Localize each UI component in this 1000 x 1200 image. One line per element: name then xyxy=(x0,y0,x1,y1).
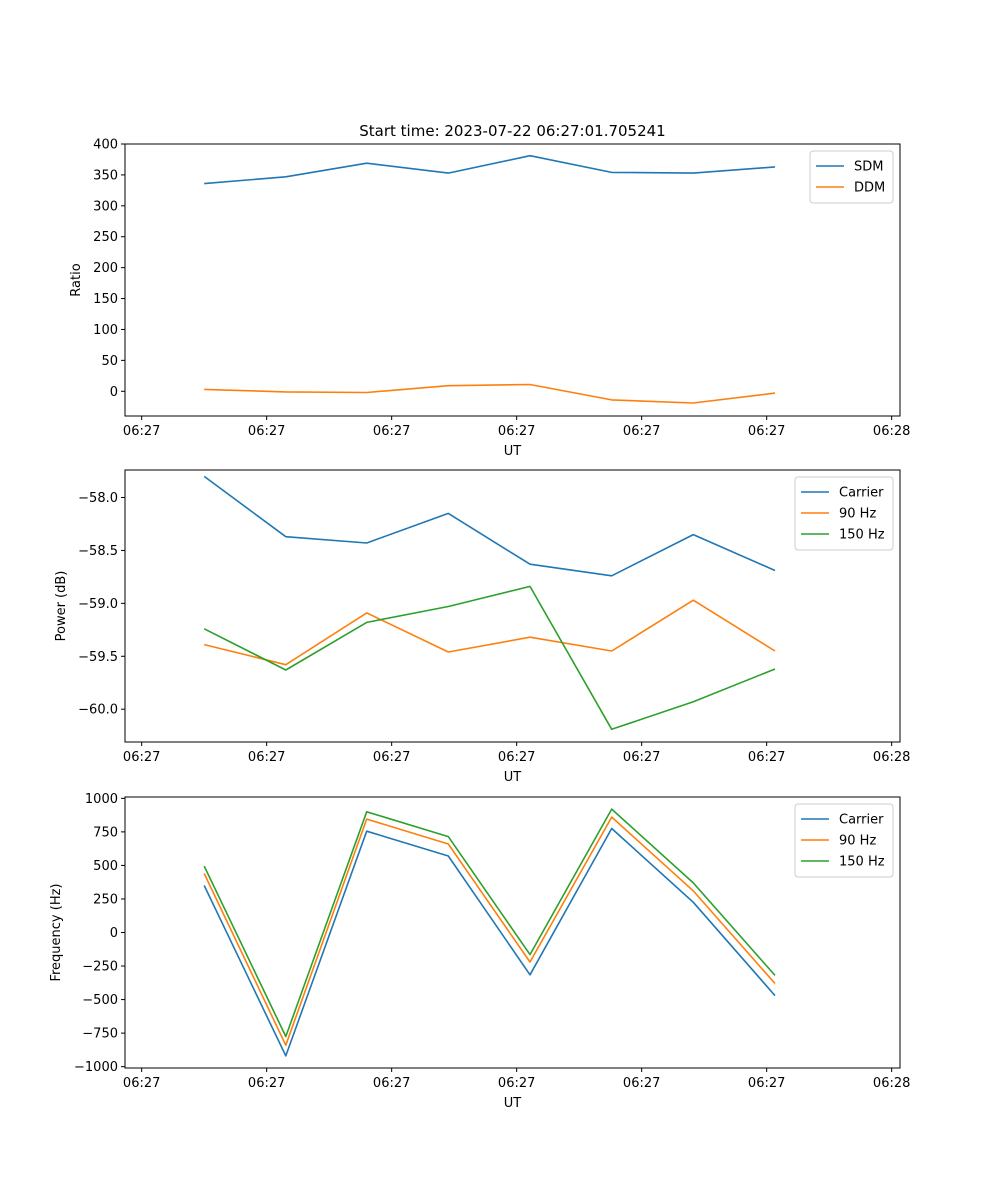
y-tick-label: −250 xyxy=(82,960,118,975)
axes-frame xyxy=(124,469,901,743)
y-tick-label: −59.5 xyxy=(78,650,118,665)
x-tick-label: 06:27 xyxy=(373,424,410,439)
x-tick-label: 06:27 xyxy=(123,750,160,765)
axes-frame xyxy=(124,796,901,1069)
y-tick-label: −58.0 xyxy=(78,491,118,506)
y-axis-label: Ratio xyxy=(69,263,84,296)
legend-box xyxy=(809,150,894,204)
y-tick-label: −500 xyxy=(82,993,118,1008)
legend-label-sdm: SDM xyxy=(854,160,883,175)
legend-box xyxy=(794,803,894,878)
y-tick-label: 1000 xyxy=(85,792,118,807)
y-tick-label: 500 xyxy=(93,859,118,874)
y-tick-label: −60.0 xyxy=(78,703,118,718)
legend-label-ddm: DDM xyxy=(854,181,885,196)
y-tick-label: 100 xyxy=(93,323,118,338)
legend-box xyxy=(794,476,894,551)
y-tick-label: −750 xyxy=(82,1027,118,1042)
legend: Carrier 90 Hz 150 Hz xyxy=(794,476,894,551)
x-tick-label: 06:27 xyxy=(748,750,785,765)
y-tick-label: 50 xyxy=(101,354,118,369)
x-tick-label: 06:27 xyxy=(248,424,285,439)
y-tick-label: 250 xyxy=(93,892,118,907)
x-tick-label: 06:27 xyxy=(498,750,535,765)
x-tick-label: 06:28 xyxy=(873,424,910,439)
figure-title: Start time: 2023-07-22 06:27:01.705241 xyxy=(359,122,665,140)
legend-label-carrier: Carrier xyxy=(839,813,884,828)
legend-label-150-hz: 150 Hz xyxy=(839,528,885,543)
y-tick-label: 350 xyxy=(93,168,118,183)
x-tick-label: 06:27 xyxy=(248,750,285,765)
x-tick-label: 06:27 xyxy=(498,1076,535,1091)
y-tick-label: 300 xyxy=(93,199,118,214)
x-axis-label: UT xyxy=(504,444,522,459)
x-tick-label: 06:27 xyxy=(373,1076,410,1091)
series-line-150-hz xyxy=(203,585,776,731)
x-tick-label: 06:27 xyxy=(123,424,160,439)
legend-label-90-hz: 90 Hz xyxy=(839,507,876,522)
x-tick-label: 06:27 xyxy=(623,424,660,439)
y-tick-label: 200 xyxy=(93,261,118,276)
series-line-sdm xyxy=(204,154,776,185)
x-tick-label: 06:27 xyxy=(123,1076,160,1091)
legend-label-carrier: Carrier xyxy=(839,486,884,501)
y-axis-label: Frequency (Hz) xyxy=(49,883,64,981)
x-axis-label: UT xyxy=(504,770,522,785)
series-line-ddm xyxy=(204,383,776,404)
y-axis-label: Power (dB) xyxy=(54,571,69,642)
x-axis-label: UT xyxy=(504,1096,522,1111)
y-tick-label: 750 xyxy=(93,825,118,840)
y-tick-label: 0 xyxy=(110,926,118,941)
axes-frame xyxy=(124,143,901,417)
x-tick-label: 06:27 xyxy=(498,424,535,439)
series-line-90-hz xyxy=(204,599,776,666)
y-tick-label: 150 xyxy=(93,292,118,307)
series-line-90-hz xyxy=(203,816,776,1046)
x-tick-label: 06:27 xyxy=(623,1076,660,1091)
x-tick-label: 06:27 xyxy=(748,424,785,439)
x-tick-label: 06:27 xyxy=(248,1076,285,1091)
panels: 0 50 100 150 200 250 300 350 400 06:27 06:27 06:27 0… xyxy=(49,138,910,1112)
y-tick-label: −1000 xyxy=(74,1060,118,1075)
legend: SDM DDM xyxy=(809,150,894,204)
x-tick-label: 06:27 xyxy=(373,750,410,765)
series-line-150-hz xyxy=(203,808,776,1038)
legend-label-150-hz: 150 Hz xyxy=(839,855,885,870)
series-line-carrier xyxy=(203,827,776,1057)
y-tick-label: 250 xyxy=(93,230,118,245)
ratio-chart: 0 50 100 150 200 250 300 350 400 06:27 06:27 06:27 0… xyxy=(69,138,910,460)
series-line-carrier xyxy=(203,475,776,577)
legend-label-90-hz: 90 Hz xyxy=(839,834,876,849)
legend: Carrier 90 Hz 150 Hz xyxy=(794,803,894,878)
y-tick-label: 400 xyxy=(93,138,118,153)
x-tick-label: 06:27 xyxy=(623,750,660,765)
y-tick-label: −59.0 xyxy=(78,597,118,612)
x-tick-label: 06:28 xyxy=(873,750,910,765)
y-tick-label: −58.5 xyxy=(78,544,118,559)
y-tick-label: 0 xyxy=(110,385,118,400)
x-tick-label: 06:27 xyxy=(748,1076,785,1091)
power-chart: −60.0 −59.5 −59.0 −58.5 −58.0 06:27 06:27 06:27… xyxy=(54,469,910,785)
x-tick-label: 06:28 xyxy=(873,1076,910,1091)
frequency-chart: −1000 −750 −500 −250 0 250 500 750 1000 06:27 06:2… xyxy=(49,792,910,1111)
